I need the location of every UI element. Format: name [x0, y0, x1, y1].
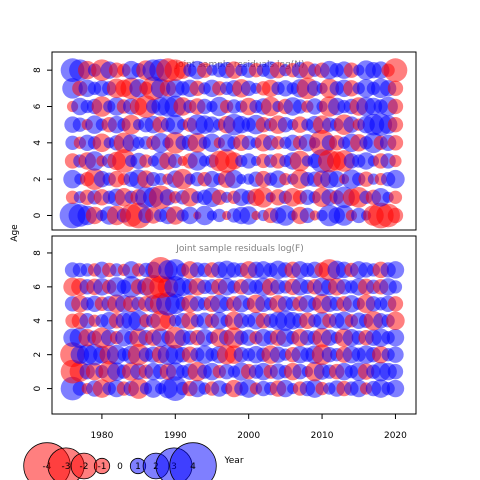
legend-label: 0 — [117, 462, 123, 472]
residual-bubble — [387, 98, 404, 115]
legend-label: 4 — [190, 462, 196, 472]
residual-bubble — [239, 206, 258, 225]
residual-bubble — [388, 280, 403, 294]
residual-bubble — [253, 187, 274, 208]
panel-log-f: Joint sample residuals log(F) 0 2 4 6 8 — [33, 235, 417, 415]
residual-bubble — [194, 205, 215, 226]
y-tick-label: 0 — [33, 212, 43, 218]
x-tick-label: 1980 — [90, 431, 113, 441]
legend: -4-3-2-101234 — [23, 442, 217, 480]
panel-title: Joint sample residuals log(F) — [175, 244, 303, 254]
y-tick-label: 2 — [33, 176, 43, 182]
residual-bubble — [328, 170, 345, 188]
residual-bubble — [383, 58, 408, 83]
x-tick-label: 2010 — [311, 431, 334, 441]
residual-bubble — [387, 207, 404, 224]
legend-label: -4 — [43, 462, 52, 472]
residual-bubble — [168, 153, 183, 169]
legend-label: -1 — [98, 462, 107, 472]
residual-bubble — [387, 346, 404, 363]
residual-bubble — [240, 153, 257, 169]
residual-bubble — [387, 80, 404, 97]
legend-label: -2 — [80, 462, 89, 472]
bubbles — [60, 257, 405, 401]
x-axis-label: Year — [223, 456, 243, 466]
residual-bubble — [387, 296, 404, 312]
residual-bubble — [386, 311, 405, 331]
residual-bubble — [389, 154, 402, 168]
y-tick-label: 6 — [33, 284, 43, 290]
residual-bubble — [299, 207, 316, 224]
y-axis: 0 2 4 6 8 — [33, 250, 52, 391]
y-axis-label: Age — [10, 224, 20, 242]
residual-bubble — [212, 208, 226, 223]
y-tick-label: 6 — [33, 103, 43, 109]
residual-bubble — [386, 379, 405, 398]
residual-bubble — [387, 135, 404, 151]
legend-bubble — [93, 457, 111, 475]
y-tick-label: 4 — [33, 318, 43, 324]
y-tick-label: 4 — [33, 140, 43, 146]
y-axis: 0 2 4 6 8 — [33, 67, 52, 218]
residual-bubble — [275, 205, 296, 226]
x-tick-label: 2000 — [237, 431, 260, 441]
y-tick-label: 8 — [33, 250, 43, 256]
residual-bubble — [351, 207, 367, 224]
legend-bubble — [169, 442, 217, 480]
legend-label: 1 — [135, 462, 141, 472]
bubbles — [59, 58, 408, 229]
residual-bubble — [386, 328, 405, 347]
y-tick-label: 0 — [33, 385, 43, 391]
x-axis: 1980 1990 2000 2010 2020 — [90, 414, 407, 441]
x-tick-label: 1990 — [164, 431, 187, 441]
panel-frame — [51, 235, 417, 415]
legend-label: -3 — [62, 462, 71, 472]
residual-bubble — [388, 190, 403, 204]
y-tick-label: 8 — [33, 67, 43, 73]
y-tick-label: 2 — [33, 352, 43, 358]
panel-frame — [51, 51, 417, 231]
residual-bubble — [387, 363, 404, 380]
residual-bubble — [386, 261, 405, 279]
x-tick-label: 2020 — [384, 431, 407, 441]
residual-bubble — [224, 169, 244, 189]
residual-bubble — [386, 169, 405, 189]
residual-bubble — [181, 206, 199, 225]
residual-bubble — [387, 116, 404, 133]
